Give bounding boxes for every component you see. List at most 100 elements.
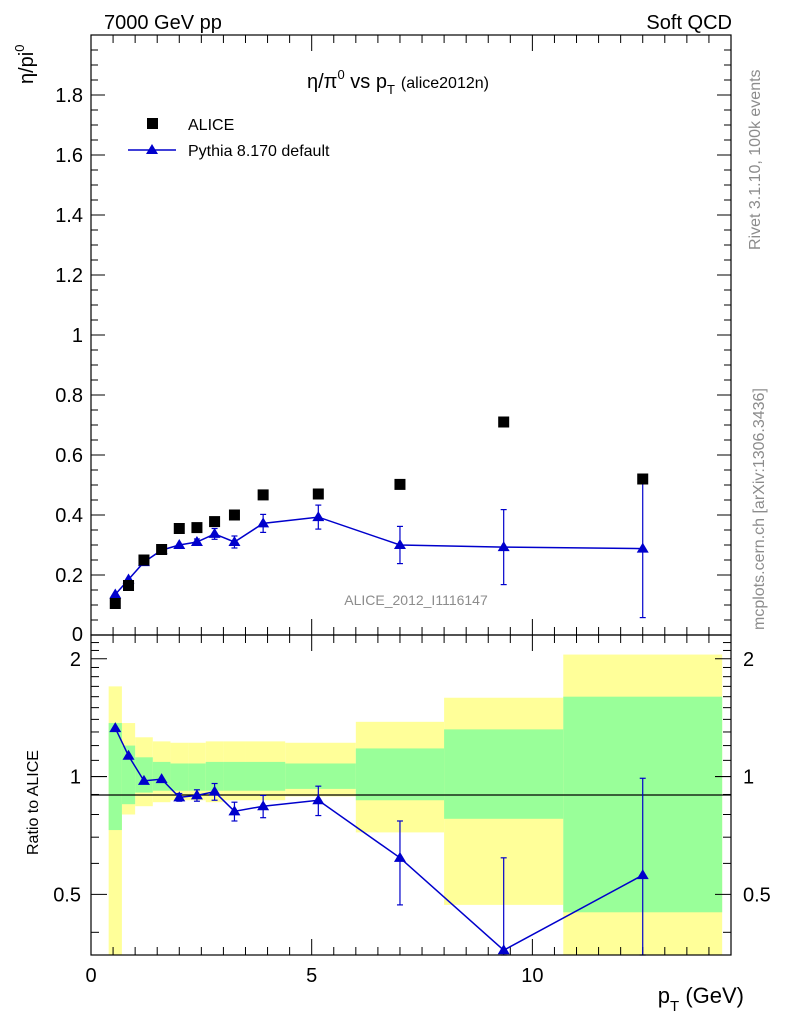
y-axis-label: η/pi0 [12,45,38,84]
ratio-panel-frame [90,634,732,956]
main-y-tick-label: 1.8 [55,85,83,107]
plot-title: η/π0 vs pT (alice2012n) [307,67,489,97]
ratio-point [137,774,150,785]
alice-point [191,522,203,534]
x-axis-label: pT (GeV) [658,983,744,1015]
alice-point [394,478,406,490]
main-y-tick-label: 1.2 [55,265,83,287]
y-axis-label-sup: 0 [12,45,27,52]
alice-point [109,598,121,609]
ratio-y-tick-label-left: 0.5 [53,884,81,906]
main-panel: 0.20.40.60.811.21.41.61.80 η/π0 vs pT (al… [12,34,732,646]
pythia-point [257,517,270,528]
ratio-point [155,773,168,784]
legend-alice-marker [147,118,158,129]
main-y-tick-label: 0.4 [55,505,83,527]
main-y-zero-label: 0 [72,624,83,646]
alice-point [312,488,324,500]
pythia-point [636,542,649,553]
ratio-band-green [205,761,224,791]
plot-title-sup: 0 [337,67,344,82]
x-tick-labels: 0 5 10 [85,965,543,987]
alice-point [228,509,240,521]
plot-title-tag: (alice2012n) [401,75,489,92]
rivet-label: Rivet 3.1.10, 100k events [747,69,764,250]
alice-point [156,544,168,555]
pythia-point [497,541,510,552]
ratio-y-axis-label: Ratio to ALICE [25,750,42,855]
pythia-point [312,511,325,522]
ratio-point [228,805,241,816]
main-y-tick-label: 0.6 [55,445,83,467]
ratio-point [393,851,406,862]
ratio-band-green [444,729,564,819]
alice-point [498,416,510,428]
category-label: Soft QCD [646,12,732,34]
ratio-point [109,722,122,733]
x-axis-label-unit: (GeV) [679,983,744,1008]
alice-point [173,523,185,534]
alice-point [123,580,135,591]
analysis-id-label: ALICE_2012_I1116147 [344,592,488,608]
main-y-tick-labels: 0.2 0.4 0.6 0.8 1 1.2 1.4 1.6 1.8 0 [55,85,83,646]
ratio-band-green [245,761,286,791]
energy-label: 7000 GeV pp [104,12,222,34]
pythia-point [190,536,203,546]
main-y-tick-label: 0.2 [55,565,83,587]
ratio-band-green [170,763,189,791]
main-axis-ticks [91,35,731,635]
ratio-band-green [188,763,206,791]
y-axis-label-main: η/pi [16,52,38,84]
pythia-point [228,536,241,546]
ratio-y-tick-label-left: 1 [70,767,81,789]
ratio-point [208,785,221,796]
pythia-point [173,539,186,549]
ratio-point [173,791,186,802]
ratio-point [257,800,270,811]
x-tick-label: 10 [521,965,543,987]
alice-point [209,516,221,528]
mcplots-label: mcplots.cern.ch [arXiv:1306.3436] [751,388,768,630]
plot-title-sub: T [387,82,395,97]
x-tick-label: 5 [306,965,317,987]
ratio-y-tick-label-right: 1 [743,767,754,789]
ratio-data-layer [109,722,649,956]
ratio-y-tick-label-left: 2 [70,649,81,671]
pythia-point [393,539,406,549]
ratio-bands [108,654,723,955]
plot-title-main: η/π [307,71,337,93]
ratio-point [312,794,325,805]
ratio-point [497,944,510,955]
legend-alice-label: ALICE [188,117,234,134]
legend: ALICE Pythia 8.170 default [128,117,330,160]
ratio-panel: 0.5 0.5 1 1 2 2 Ratio to ALICE [25,634,771,956]
ratio-y-tick-labels: 0.5 0.5 1 1 2 2 [53,649,771,907]
x-axis-label-sub: T [670,998,679,1015]
x-axis-label-main: p [658,983,670,1008]
pythia-point [208,527,221,538]
ratio-band-green [223,761,246,791]
x-tick-label: 0 [85,965,96,987]
alice-point [138,554,150,566]
main-data-layer [109,416,649,619]
main-y-tick-label: 1 [72,325,83,347]
main-y-tick-label: 0.8 [55,385,83,407]
pythia-point [109,588,122,599]
legend-pythia-label: Pythia 8.170 default [188,143,330,160]
main-y-tick-label: 1.4 [55,205,83,227]
ratio-band-green [355,748,445,801]
ratio-y-tick-label-right: 2 [743,649,754,671]
legend-pythia-marker [146,144,158,154]
ratio-band-green [108,723,122,831]
ratio-point [636,869,649,880]
plot-title-mid: vs p [345,71,387,93]
ratio-y-tick-label-right: 0.5 [743,884,771,906]
ratio-point [122,749,135,760]
ratio-band-green [285,763,356,789]
ratio-axis-ticks [91,635,731,955]
alice-point [637,473,649,485]
ratio-point [190,789,203,800]
alice-point [257,489,269,501]
main-y-tick-label: 1.6 [55,145,83,167]
